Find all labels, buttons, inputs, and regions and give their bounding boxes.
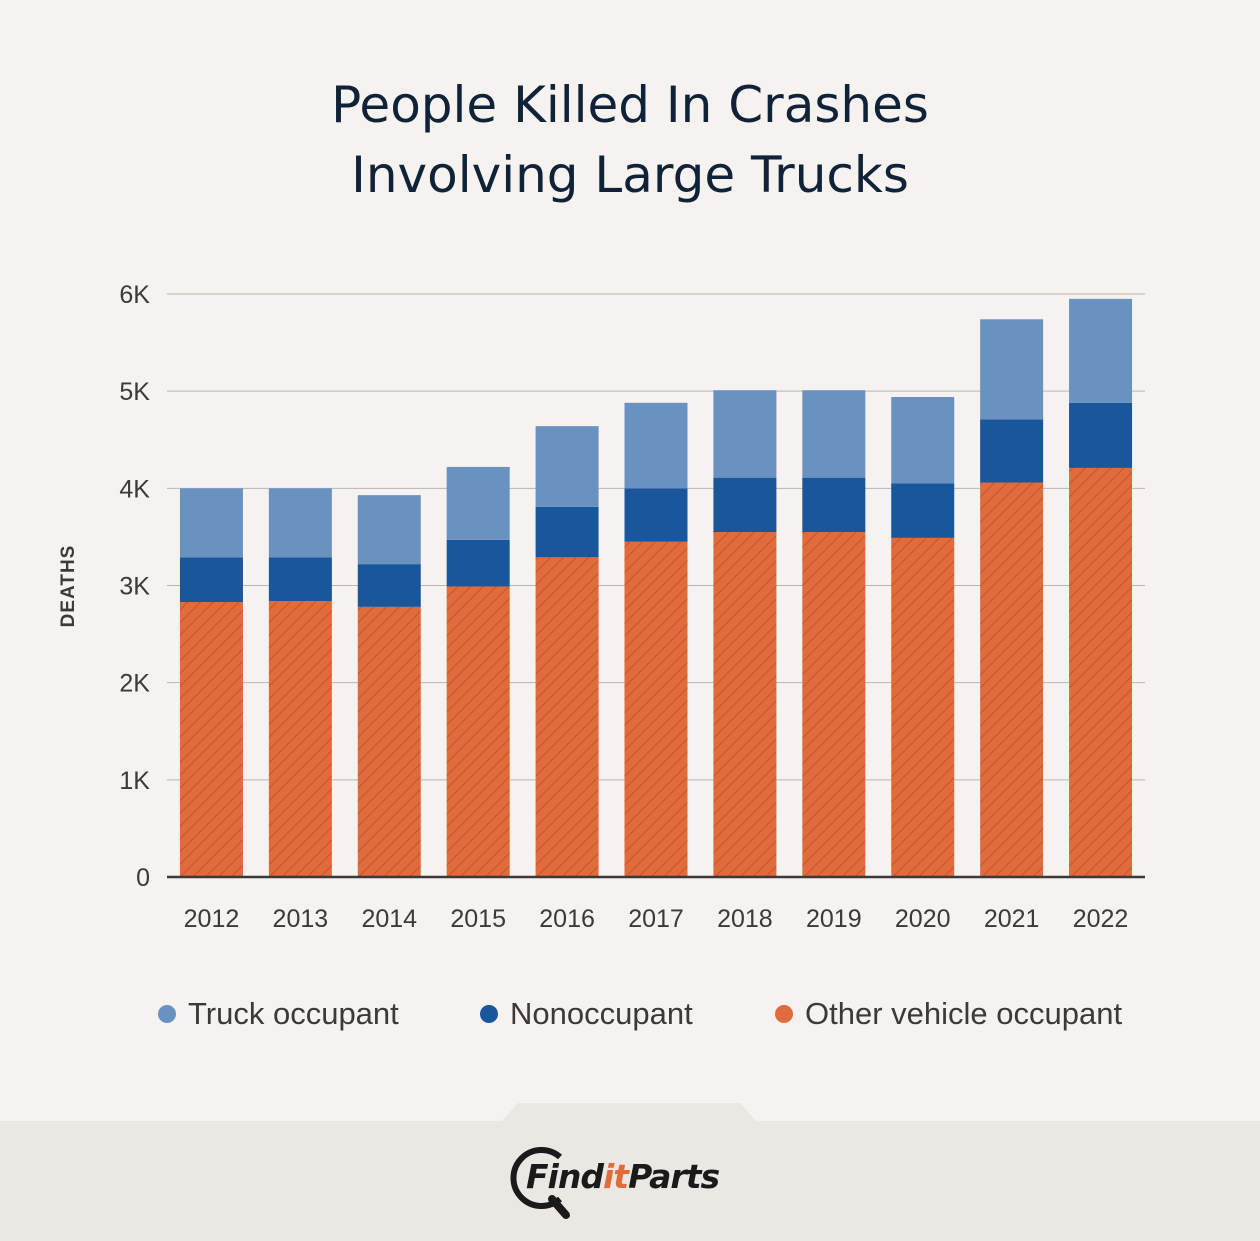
bar-segment-nonoccupant — [268, 557, 332, 602]
bar-segment-nonoccupant — [713, 477, 777, 533]
bars — [179, 298, 1133, 877]
bar-segment-truck-occupant — [268, 488, 332, 558]
x-tick-label: 2018 — [717, 905, 773, 933]
legend-swatch — [775, 1005, 793, 1023]
x-tick-label: 2014 — [361, 905, 417, 933]
bar-segment-truck-occupant — [713, 390, 777, 478]
bar-segment-nonoccupant — [980, 419, 1044, 483]
bar-segment-other-vehicle-occupant — [802, 532, 866, 877]
y-tick-label: 1K — [119, 767, 150, 795]
axes: 0 1K 2K 3K 4K 5K 6K DEATHS 2012 2013 2014 2015 2016 2… — [58, 281, 1145, 933]
finditparts-logo: FinditParts — [508, 1143, 768, 1221]
bar-segment-truck-occupant — [535, 426, 599, 507]
bar-segment-nonoccupant — [446, 539, 510, 587]
bar-segment-other-vehicle-occupant — [357, 606, 421, 877]
bar-segment-nonoccupant — [624, 488, 688, 542]
bar-segment-nonoccupant — [802, 477, 866, 533]
y-tick-label: 0 — [136, 864, 150, 892]
bar-segment-other-vehicle-occupant — [446, 586, 510, 877]
bar-segment-other-vehicle-occupant — [624, 541, 688, 877]
y-tick-label: 4K — [119, 475, 150, 503]
bar-segment-other-vehicle-occupant — [179, 602, 243, 877]
y-tick-label: 2K — [119, 670, 150, 698]
x-tick-label: 2019 — [806, 905, 862, 933]
footer — [0, 1121, 1260, 1241]
bar-segment-truck-occupant — [802, 390, 866, 478]
bar-segment-nonoccupant — [179, 557, 243, 603]
x-tick-label: 2022 — [1073, 905, 1129, 933]
bar-segment-truck-occupant — [446, 466, 510, 540]
bar-segment-truck-occupant — [1069, 298, 1133, 403]
x-tick-label: 2012 — [184, 905, 240, 933]
legend-item: Other vehicle occupant — [775, 996, 1122, 1032]
chart-title-line1: People Killed In Crashes — [331, 76, 929, 134]
bar-segment-nonoccupant — [891, 483, 955, 538]
bar-segment-nonoccupant — [357, 564, 421, 607]
bar-segment-nonoccupant — [535, 506, 599, 558]
bar-segment-other-vehicle-occupant — [980, 482, 1044, 877]
legend-label: Nonoccupant — [510, 996, 693, 1031]
bar-segment-truck-occupant — [357, 495, 421, 565]
legend-item: Nonoccupant — [480, 996, 693, 1032]
x-tick-label: 2015 — [450, 905, 506, 933]
legend-item: Truck occupant — [158, 996, 399, 1032]
bar-segment-other-vehicle-occupant — [891, 537, 955, 877]
y-tick-label: 6K — [119, 281, 150, 309]
legend-swatch — [158, 1005, 176, 1023]
bar-segment-truck-occupant — [891, 396, 955, 484]
x-tick-label: 2016 — [539, 905, 595, 933]
bar-segment-other-vehicle-occupant — [268, 601, 332, 877]
stacked-bar-chart: 0 1K 2K 3K 4K 5K 6K DEATHS 2012 2013 2014 2015 2016 2… — [58, 281, 1145, 933]
legend-label: Other vehicle occupant — [805, 996, 1123, 1031]
bar-segment-other-vehicle-occupant — [1069, 467, 1133, 877]
legend-swatch — [480, 1005, 498, 1023]
x-tick-label: 2013 — [273, 905, 329, 933]
magnifier-icon — [510, 1147, 570, 1219]
bar-segment-nonoccupant — [1069, 402, 1133, 468]
chart-title: People Killed In Crashes Involving Large… — [0, 70, 1260, 210]
legend: Truck occupant Nonoccupant Other vehicle o… — [0, 996, 1260, 1042]
x-tick-label: 2020 — [895, 905, 951, 933]
chart-title-line2: Involving Large Trucks — [351, 146, 909, 204]
legend-label: Truck occupant — [188, 996, 399, 1031]
y-axis-title: DEATHS — [58, 545, 79, 628]
bar-segment-truck-occupant — [980, 319, 1044, 420]
x-tick-label: 2017 — [628, 905, 684, 933]
logo-text: FinditParts — [526, 1157, 720, 1196]
bar-segment-other-vehicle-occupant — [535, 557, 599, 877]
y-tick-label: 5K — [119, 378, 150, 406]
y-tick-label: 3K — [119, 573, 150, 601]
footer-tab — [500, 1103, 758, 1123]
x-tick-label: 2021 — [984, 905, 1040, 933]
bar-segment-truck-occupant — [624, 402, 688, 489]
bar-segment-other-vehicle-occupant — [713, 532, 777, 877]
bar-segment-truck-occupant — [179, 488, 243, 558]
